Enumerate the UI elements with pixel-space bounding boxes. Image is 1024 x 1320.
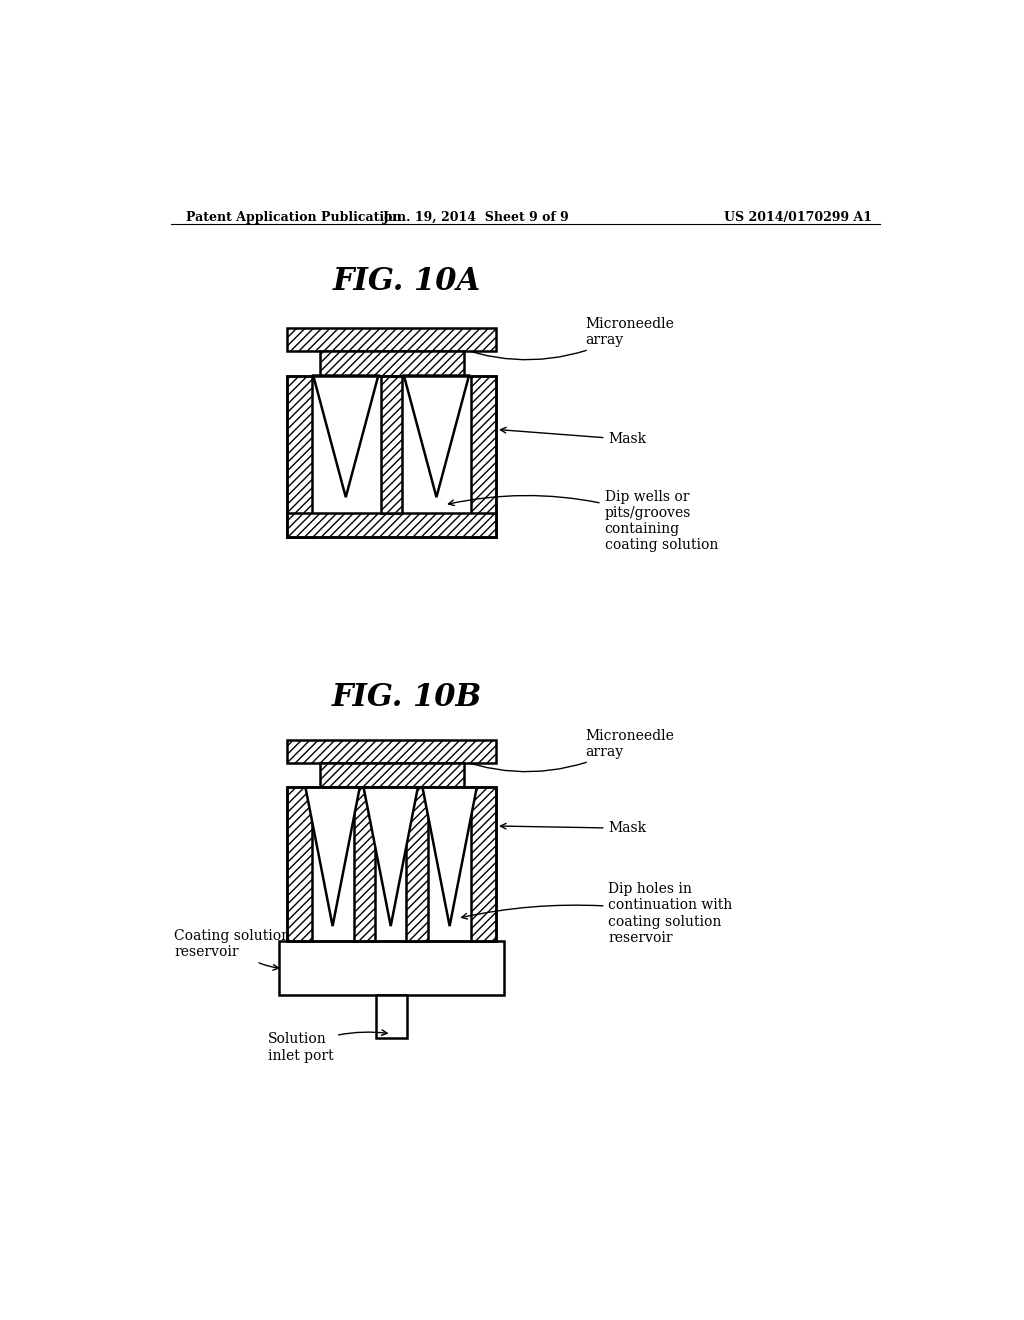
Text: Microneedle
array: Microneedle array (442, 729, 674, 772)
Bar (321, 763, 464, 788)
Text: FIG. 10A: FIG. 10A (333, 267, 481, 297)
Text: Dip holes in
continuation with
coating solution
reservoir: Dip holes in continuation with coating s… (462, 882, 733, 945)
Text: Mask: Mask (501, 428, 646, 446)
Text: Dip wells or
pits/grooves
containing
coating solution: Dip wells or pits/grooves containing coa… (449, 490, 718, 552)
Text: Solution
inlet port: Solution inlet port (267, 1030, 387, 1063)
Bar (287, 327, 496, 351)
Bar (287, 376, 311, 537)
Text: Coating solution
reservoir: Coating solution reservoir (174, 929, 291, 970)
Bar (287, 512, 496, 537)
Bar (407, 788, 428, 941)
Text: FIG. 10B: FIG. 10B (332, 682, 482, 713)
Bar (287, 788, 496, 941)
Polygon shape (403, 376, 469, 498)
Text: Microneedle
array: Microneedle array (442, 317, 674, 360)
Polygon shape (305, 788, 359, 927)
Text: Mask: Mask (501, 821, 646, 836)
Polygon shape (423, 788, 477, 927)
Polygon shape (364, 788, 418, 927)
Text: Patent Application Publication: Patent Application Publication (186, 211, 401, 224)
Bar (280, 941, 504, 995)
Bar (381, 376, 402, 512)
Bar (376, 995, 407, 1038)
Text: Jun. 19, 2014  Sheet 9 of 9: Jun. 19, 2014 Sheet 9 of 9 (383, 211, 570, 224)
Bar (353, 788, 375, 941)
Bar (287, 788, 311, 941)
Bar (287, 739, 496, 763)
Bar (287, 376, 496, 537)
Polygon shape (313, 376, 378, 498)
Bar (321, 351, 464, 376)
Bar (471, 376, 496, 537)
Bar (471, 788, 496, 941)
Text: US 2014/0170299 A1: US 2014/0170299 A1 (724, 211, 872, 224)
